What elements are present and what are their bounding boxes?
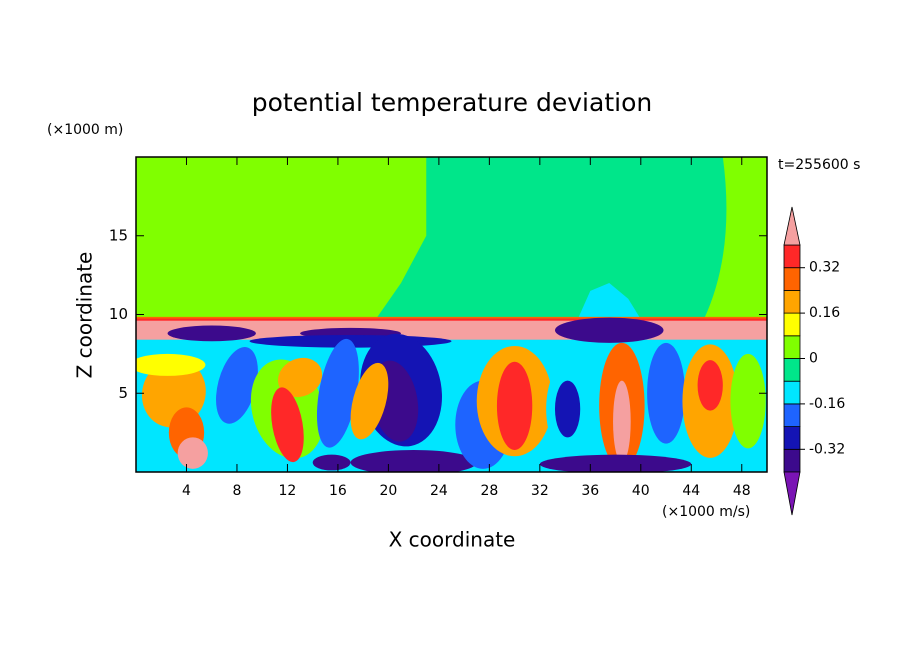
contour-region [312,454,351,471]
contour-region [496,361,533,450]
colorbar-band [783,403,801,427]
colorbar-band [783,448,801,473]
colorbar-tick-label: 0 [809,351,818,367]
contour-region [554,317,664,343]
colorbar-band [783,312,801,337]
contour-region [647,342,685,444]
colorbar-tick-label: -0.16 [809,396,845,412]
contour-field [136,157,767,472]
x-tick-label: 16 [329,483,347,499]
contour-region [613,380,631,463]
contour-region [136,316,767,319]
contour-region [316,338,359,448]
x-tick-label: 40 [632,483,650,499]
y-tick-label: 5 [118,384,128,402]
colorbar-band [783,380,801,405]
colorbar-band [783,335,801,359]
contour-region [350,362,389,440]
contour-region [539,454,692,472]
contour-region [375,157,727,320]
contour-region [177,437,208,469]
contour-region [216,347,258,424]
colorbar-extension [783,471,801,516]
colorbar-band [783,358,801,382]
contour-region [167,325,256,342]
y-unit: (×1000 m) [47,122,123,138]
colorbar-band [783,244,801,269]
contour-region [277,357,323,398]
colorbar-tick-label: 0.16 [809,305,840,321]
colorbar-tick-label: -0.32 [809,441,845,457]
contour-region [136,353,206,376]
colorbar-extension [783,206,801,246]
colorbar-band [783,426,801,450]
colorbar-band [783,289,801,314]
y-axis-label: Z coordinate [73,252,97,379]
contour-region [136,318,767,321]
contour-region [554,380,581,438]
x-tick-label: 24 [430,483,448,499]
colorbar-band [783,267,801,291]
contour-region [730,353,766,449]
x-tick-label: 8 [232,483,241,499]
colorbar-tick-label: 0.32 [809,260,840,276]
y-tick-label: 10 [109,305,128,323]
time-label: t=255600 s [778,157,860,173]
x-tick-label: 48 [733,483,751,499]
x-tick-label: 32 [531,483,549,499]
contour-region [577,283,641,320]
contour-region [271,387,304,463]
x-unit: (×1000 m/s) [662,504,750,520]
x-tick-label: 4 [182,483,191,499]
x-tick-label: 36 [581,483,599,499]
y-tick-label: 15 [109,226,128,244]
x-tick-label: 44 [682,483,700,499]
contour-region [697,360,723,411]
chart-title: potential temperature deviation [252,88,652,117]
x-tick-label: 20 [379,483,397,499]
x-tick-label: 28 [480,483,498,499]
contour-region [350,449,477,472]
x-tick-label: 12 [279,483,297,499]
x-axis-label: X coordinate [389,528,516,552]
